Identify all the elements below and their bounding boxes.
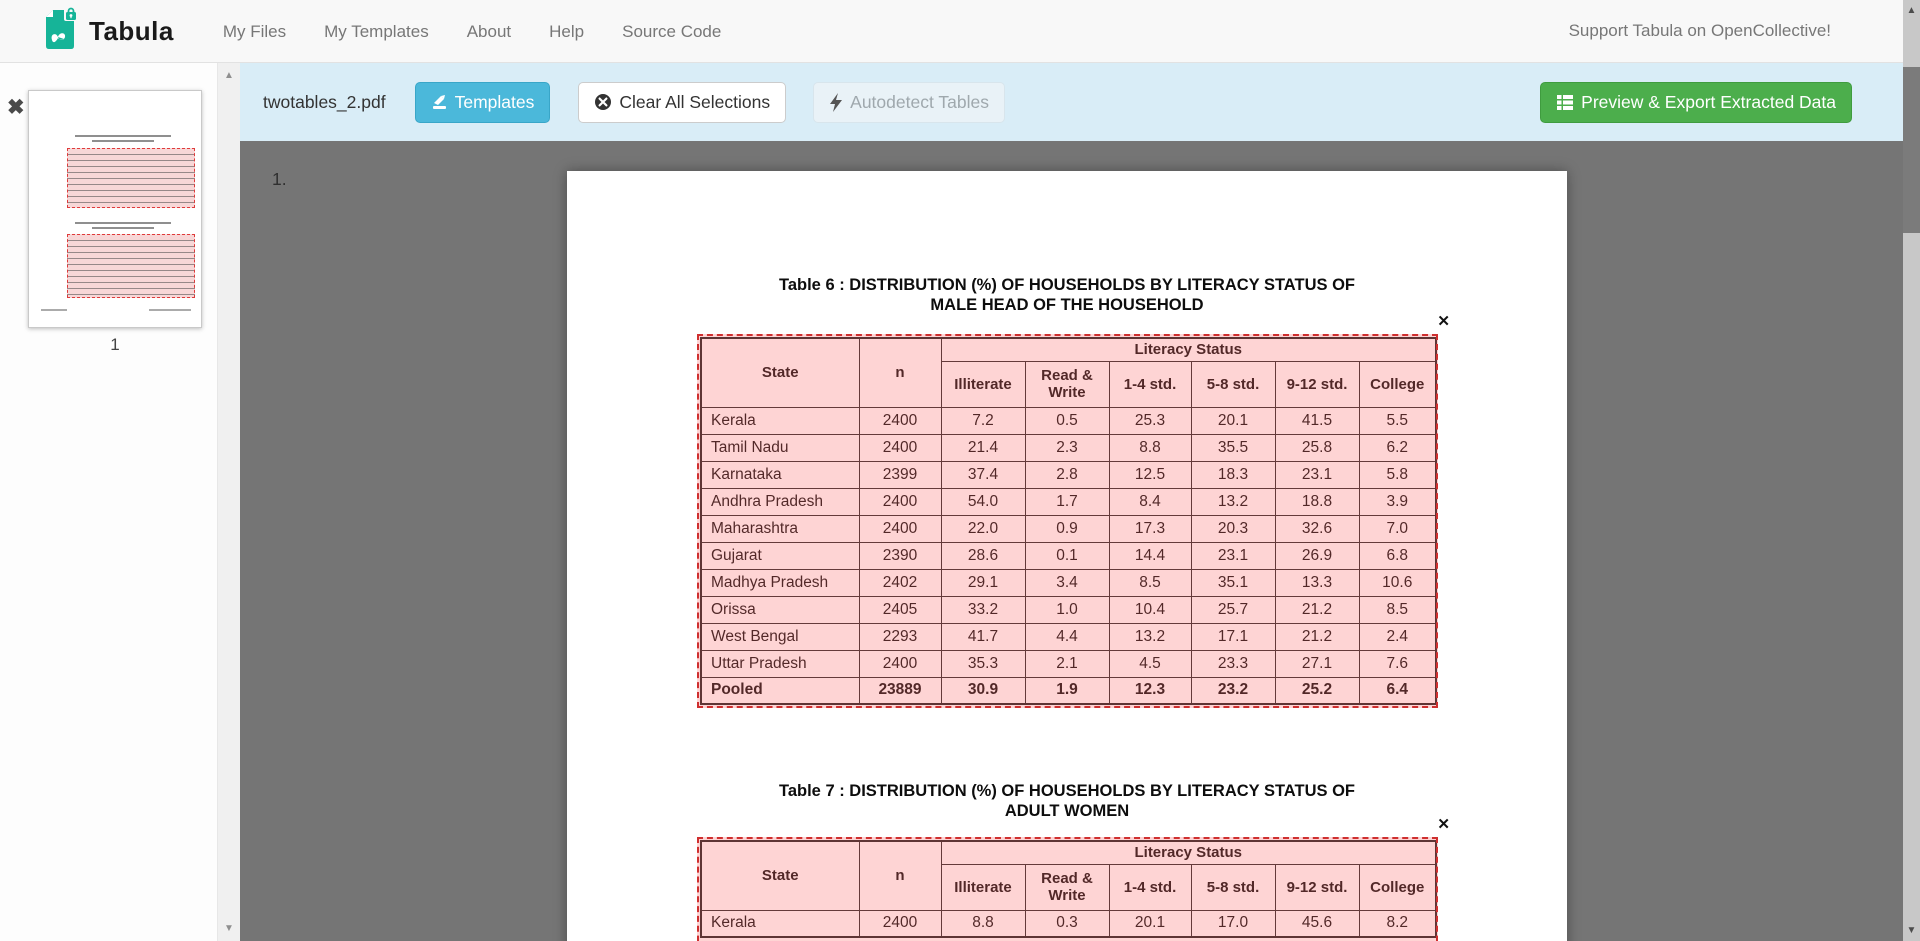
selection-1-close-icon[interactable]: ✕	[1437, 314, 1450, 329]
lightning-bolt-icon	[829, 93, 843, 112]
table-7-region: StatenLiteracy StatusIlliterateRead & Wr…	[700, 840, 1435, 938]
page-scrollbar-thumb[interactable]	[1903, 67, 1920, 233]
remove-file-icon[interactable]: ✖	[7, 97, 25, 118]
sidebar-scroll-down-icon[interactable]: ▼	[218, 923, 240, 934]
export-button-label: Preview & Export Extracted Data	[1581, 92, 1836, 113]
nav-item-help[interactable]: Help	[530, 0, 603, 63]
page-scrollbar[interactable]: ▲ ▼	[1903, 0, 1920, 941]
selection-2-close-icon[interactable]: ✕	[1437, 817, 1450, 832]
thumbnail-page-number: 1	[28, 335, 202, 355]
clear-button-label: Clear All Selections	[619, 92, 770, 113]
table-6-region: StatenLiteracy StatusIlliterateRead & Wr…	[700, 337, 1435, 705]
support-link[interactable]: Support Tabula on OpenCollective!	[1569, 21, 1831, 41]
sidebar-scrollbar[interactable]: ▲ ▼	[217, 63, 240, 941]
nav-item-my-files[interactable]: My Files	[204, 0, 305, 63]
table-7-title: Table 7 : DISTRIBUTION (%) OF HOUSEHOLDS…	[567, 781, 1567, 821]
templates-button-label: Templates	[455, 92, 535, 113]
pdf-viewer-area: 1. Table 6 : DISTRIBUTION (%) OF HOUSEHO…	[240, 141, 1903, 941]
thumb-title-line	[92, 227, 154, 229]
table-6-title: Table 6 : DISTRIBUTION (%) OF HOUSEHOLDS…	[567, 275, 1567, 315]
thumb-selection-2	[67, 234, 195, 298]
sidebar-scroll-up-icon[interactable]: ▲	[218, 70, 240, 81]
table-list-icon	[1556, 94, 1574, 110]
thumb-footer-line	[149, 309, 191, 311]
thumb-title-line	[75, 135, 171, 137]
thumb-footer-line	[41, 309, 67, 311]
nav-links: My Files My Templates About Help Source …	[204, 0, 740, 62]
open-filename: twotables_2.pdf	[263, 92, 386, 113]
page-scroll-down-icon[interactable]: ▼	[1903, 925, 1920, 936]
tabula-logo-icon	[44, 7, 78, 56]
nav-item-my-templates[interactable]: My Templates	[305, 0, 448, 63]
templates-button[interactable]: Templates	[415, 82, 551, 123]
templates-save-icon	[431, 94, 448, 111]
toolbar: twotables_2.pdf Templates Clear All Sele…	[240, 63, 1903, 141]
thumb-selection-1	[67, 148, 195, 208]
brand-link[interactable]: Tabula	[44, 7, 174, 56]
brand-title: Tabula	[89, 16, 174, 47]
thumb-title-line	[75, 222, 171, 224]
clear-all-selections-button[interactable]: Clear All Selections	[578, 82, 786, 123]
navbar: Tabula My Files My Templates About Help …	[0, 0, 1903, 63]
pdf-page-1[interactable]: Table 6 : DISTRIBUTION (%) OF HOUSEHOLDS…	[567, 171, 1567, 941]
autodetect-tables-button[interactable]: Autodetect Tables	[813, 82, 1005, 123]
thumb-title-line	[92, 140, 154, 142]
selection-box-2[interactable]	[697, 837, 1438, 941]
page-1-thumbnail[interactable]	[28, 90, 202, 328]
selection-box-1[interactable]	[697, 334, 1438, 708]
preview-export-button[interactable]: Preview & Export Extracted Data	[1540, 82, 1852, 123]
clear-circle-x-icon	[594, 93, 612, 111]
page-scroll-up-icon[interactable]: ▲	[1903, 5, 1920, 16]
nav-item-source-code[interactable]: Source Code	[603, 0, 740, 63]
nav-item-about[interactable]: About	[448, 0, 530, 63]
page-marker: 1.	[272, 169, 287, 190]
autodetect-button-label: Autodetect Tables	[850, 92, 989, 113]
page-thumbnail-sidebar: ✖ 1 ▲ ▼	[0, 63, 240, 941]
